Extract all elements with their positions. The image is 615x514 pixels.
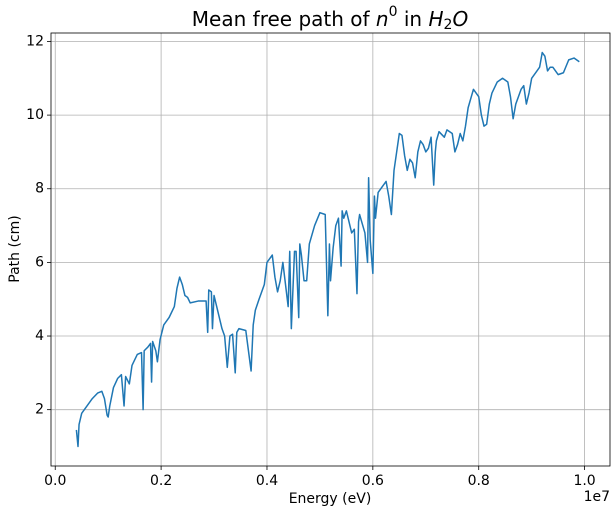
x-tick-label: 1.0 — [573, 473, 595, 489]
title-subscript: 2 — [444, 17, 453, 33]
title-superscript: 0 — [389, 4, 398, 20]
y-tick-label: 2 — [35, 402, 44, 418]
y-tick-label: 10 — [26, 107, 44, 123]
title-math: n — [376, 7, 389, 31]
title-text: Mean free path of — [192, 7, 376, 31]
title-math: O — [452, 7, 468, 31]
x-tick-label: 0.8 — [468, 473, 490, 489]
x-tick-label: 0.0 — [44, 473, 66, 489]
title-text: in — [398, 7, 429, 31]
y-tick-label: 6 — [35, 254, 44, 270]
x-tick-label: 0.4 — [256, 473, 278, 489]
plot-frame — [50, 32, 611, 467]
y-tick-label: 12 — [26, 33, 44, 49]
chart-title: Mean free path of n0 in H2O — [192, 4, 468, 33]
x-tick-label: 0.2 — [150, 473, 172, 489]
x-axis-label: Energy (eV) — [289, 491, 372, 507]
x-tick-label: 0.6 — [362, 473, 384, 489]
y-axis-label: Path (cm) — [7, 215, 23, 282]
y-tick-label: 8 — [35, 181, 44, 197]
y-tick-label: 4 — [35, 328, 44, 344]
data-line — [75, 51, 580, 448]
x-offset-label: 1e7 — [584, 489, 610, 505]
title-math: H — [428, 7, 443, 31]
